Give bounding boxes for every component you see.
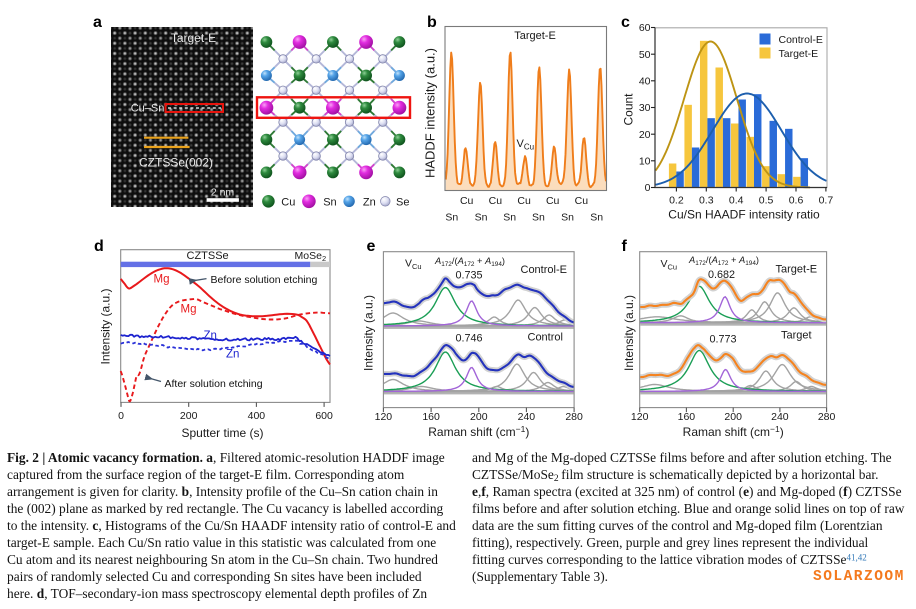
svg-text:240: 240 [518,411,536,423]
svg-text:Target-E: Target-E [776,264,818,276]
svg-text:A172/(A172 + A194): A172/(A172 + A194) [434,256,505,268]
svg-text:60: 60 [639,22,651,34]
svg-text:280: 280 [565,411,583,423]
svg-text:Before solution etching: Before solution etching [211,274,318,286]
svg-text:A172/(A172 + A194): A172/(A172 + A194) [688,255,759,267]
svg-text:CZTSSe(002): CZTSSe(002) [139,156,213,170]
svg-text:VCu: VCu [661,258,678,272]
svg-text:Zn: Zn [226,349,239,361]
svg-text:VCu: VCu [517,138,535,152]
svg-text:Cu: Cu [489,195,503,207]
svg-text:120: 120 [631,411,649,423]
svg-text:Sn: Sn [532,212,545,224]
svg-text:b: b [427,14,437,31]
svg-text:Control: Control [528,332,563,344]
svg-text:2 nm: 2 nm [211,187,235,199]
svg-text:Intensity (a.u.): Intensity (a.u.) [99,288,113,364]
svg-text:0.773: 0.773 [710,334,737,346]
svg-text:120: 120 [375,411,393,423]
svg-text:Se: Se [396,197,409,209]
svg-text:Cu: Cu [517,195,531,207]
svg-text:30: 30 [639,102,651,114]
svg-text:0.4: 0.4 [729,194,744,206]
svg-text:200: 200 [470,411,488,423]
svg-text:e: e [367,238,376,255]
svg-text:Cu: Cu [460,195,474,207]
svg-text:Sn: Sn [475,212,488,224]
svg-text:After solution etching: After solution etching [165,378,263,390]
svg-text:Cu–Sn: Cu–Sn [131,103,165,115]
svg-text:200: 200 [724,411,742,423]
svg-text:Zn: Zn [204,330,217,342]
svg-text:Cu: Cu [575,195,589,207]
svg-text:Mg: Mg [181,304,197,316]
svg-text:Mg: Mg [154,274,170,286]
svg-text:Raman shift (cm−1): Raman shift (cm−1) [428,424,529,439]
svg-text:400: 400 [248,410,266,422]
svg-text:Target-E: Target-E [779,48,819,60]
svg-text:MoSe2: MoSe2 [295,250,327,263]
svg-text:a: a [93,14,102,31]
svg-text:Target-E: Target-E [171,31,216,45]
svg-text:Sn: Sn [503,212,516,224]
svg-text:0.735: 0.735 [456,270,483,282]
svg-text:Sputter time (s): Sputter time (s) [181,426,263,440]
svg-text:0.5: 0.5 [759,194,774,206]
svg-text:Sn: Sn [590,212,603,224]
svg-text:240: 240 [771,411,789,423]
svg-text:Target: Target [781,330,812,342]
svg-text:Control-E: Control-E [521,264,567,276]
svg-text:0.3: 0.3 [699,194,714,206]
svg-text:280: 280 [818,411,836,423]
svg-text:f: f [622,238,628,255]
svg-text:0.2: 0.2 [669,194,684,206]
svg-text:Sn: Sn [445,212,458,224]
svg-text:160: 160 [422,411,440,423]
svg-text:200: 200 [180,410,198,422]
svg-text:Zn: Zn [363,197,376,209]
svg-text:Sn: Sn [323,197,336,209]
svg-text:50: 50 [639,49,651,61]
svg-text:0.682: 0.682 [708,269,735,281]
svg-text:160: 160 [678,411,696,423]
svg-text:0.7: 0.7 [819,194,834,206]
svg-text:Cu: Cu [281,197,295,209]
svg-text:0: 0 [118,410,124,422]
svg-text:0.6: 0.6 [789,194,804,206]
svg-text:Cu/Sn HAADF intensity ratio: Cu/Sn HAADF intensity ratio [668,207,820,221]
svg-text:Target-E: Target-E [514,30,556,42]
svg-text:d: d [94,238,104,255]
svg-text:Raman shift (cm−1): Raman shift (cm−1) [683,424,784,439]
svg-text:40: 40 [639,76,651,88]
svg-text:HADDF intensity (a.u.): HADDF intensity (a.u.) [423,48,438,178]
svg-text:0: 0 [645,182,651,194]
svg-text:VCu: VCu [405,258,422,272]
svg-text:0.746: 0.746 [456,333,483,345]
svg-text:600: 600 [315,410,333,422]
svg-text:Cu: Cu [546,195,560,207]
svg-text:10: 10 [639,156,651,168]
svg-text:Intensity (a.u.): Intensity (a.u.) [622,295,636,371]
svg-text:c: c [621,14,630,31]
svg-text:CZTSSe: CZTSSe [187,250,229,262]
svg-text:Control-E: Control-E [779,34,823,46]
svg-text:Count: Count [622,93,636,126]
svg-text:Sn: Sn [561,212,574,224]
svg-text:Intensity (a.u.): Intensity (a.u.) [362,295,376,371]
svg-text:20: 20 [639,129,651,141]
